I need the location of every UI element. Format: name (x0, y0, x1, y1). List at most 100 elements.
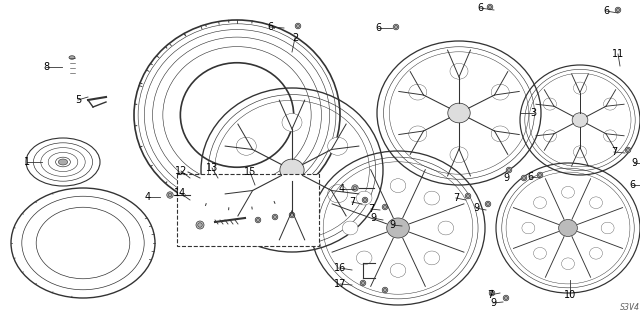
Ellipse shape (604, 130, 617, 142)
Text: 11: 11 (612, 49, 624, 59)
Ellipse shape (561, 186, 575, 198)
Circle shape (196, 221, 204, 229)
Ellipse shape (450, 63, 468, 79)
Text: 9: 9 (389, 220, 395, 230)
Circle shape (538, 174, 541, 177)
Circle shape (489, 290, 495, 296)
Circle shape (167, 192, 173, 198)
Ellipse shape (438, 221, 454, 235)
Ellipse shape (390, 263, 406, 277)
Text: 12: 12 (175, 166, 187, 176)
Circle shape (257, 219, 260, 222)
Text: 17: 17 (334, 279, 346, 289)
Text: 13: 13 (206, 163, 218, 173)
Ellipse shape (387, 218, 410, 238)
Text: 9: 9 (490, 298, 496, 308)
Ellipse shape (534, 248, 547, 259)
Text: S3V4-B1800B: S3V4-B1800B (620, 303, 640, 313)
Ellipse shape (280, 159, 304, 181)
Ellipse shape (561, 258, 575, 270)
Text: 6: 6 (527, 172, 533, 182)
Ellipse shape (342, 221, 358, 235)
Ellipse shape (356, 251, 372, 265)
Circle shape (364, 198, 367, 202)
Ellipse shape (236, 185, 256, 203)
Text: 10: 10 (564, 290, 576, 300)
Circle shape (255, 217, 261, 223)
Circle shape (382, 204, 388, 210)
Circle shape (289, 212, 295, 218)
Text: 1: 1 (24, 157, 30, 167)
Ellipse shape (450, 147, 468, 163)
Circle shape (295, 23, 301, 29)
Circle shape (362, 197, 368, 203)
Text: 4: 4 (145, 192, 151, 202)
Ellipse shape (356, 191, 372, 205)
Ellipse shape (409, 126, 427, 142)
Text: 9: 9 (473, 203, 479, 213)
Circle shape (627, 148, 630, 152)
Circle shape (625, 147, 631, 153)
Circle shape (353, 186, 357, 190)
Circle shape (291, 213, 294, 217)
Circle shape (383, 288, 387, 292)
Text: 7: 7 (368, 204, 374, 214)
Ellipse shape (69, 56, 75, 59)
Circle shape (615, 7, 621, 13)
Ellipse shape (543, 98, 556, 110)
Text: 7: 7 (487, 290, 493, 300)
Ellipse shape (572, 113, 588, 127)
Text: 9: 9 (631, 158, 637, 168)
Text: 7: 7 (453, 193, 459, 203)
Ellipse shape (282, 209, 302, 226)
Circle shape (198, 223, 202, 227)
Circle shape (465, 193, 471, 199)
Circle shape (394, 26, 397, 29)
Circle shape (486, 203, 490, 205)
Ellipse shape (604, 98, 617, 110)
Text: 16: 16 (334, 263, 346, 273)
Circle shape (485, 201, 491, 207)
Circle shape (522, 176, 525, 180)
Ellipse shape (491, 84, 509, 100)
Ellipse shape (328, 137, 348, 155)
Ellipse shape (491, 126, 509, 142)
Circle shape (383, 205, 387, 209)
Ellipse shape (522, 222, 535, 234)
Text: 2: 2 (292, 33, 298, 43)
Ellipse shape (573, 82, 587, 94)
Text: 6: 6 (375, 23, 381, 33)
Circle shape (382, 287, 388, 293)
Ellipse shape (424, 191, 440, 205)
Circle shape (168, 193, 172, 197)
Text: 3: 3 (530, 108, 536, 118)
Text: 4: 4 (339, 184, 345, 194)
Circle shape (296, 25, 300, 27)
Ellipse shape (589, 248, 602, 259)
Circle shape (488, 5, 492, 9)
Circle shape (467, 194, 470, 197)
Circle shape (272, 214, 278, 220)
Text: 9: 9 (503, 173, 509, 183)
Text: 7: 7 (349, 197, 355, 207)
Circle shape (508, 168, 511, 172)
Ellipse shape (424, 251, 440, 265)
Ellipse shape (236, 137, 256, 155)
Text: 6: 6 (477, 3, 483, 13)
Circle shape (490, 292, 493, 294)
Circle shape (616, 8, 620, 11)
Text: 8: 8 (43, 62, 49, 72)
Circle shape (503, 295, 509, 301)
Ellipse shape (390, 179, 406, 193)
Circle shape (487, 4, 493, 10)
Text: 6: 6 (267, 22, 273, 32)
Ellipse shape (448, 103, 470, 123)
Text: 9: 9 (370, 213, 376, 223)
Ellipse shape (601, 222, 614, 234)
Ellipse shape (534, 197, 547, 209)
Text: 6: 6 (603, 6, 609, 16)
Ellipse shape (282, 114, 302, 131)
Ellipse shape (589, 197, 602, 209)
Circle shape (506, 167, 512, 173)
Text: 15: 15 (244, 167, 256, 177)
